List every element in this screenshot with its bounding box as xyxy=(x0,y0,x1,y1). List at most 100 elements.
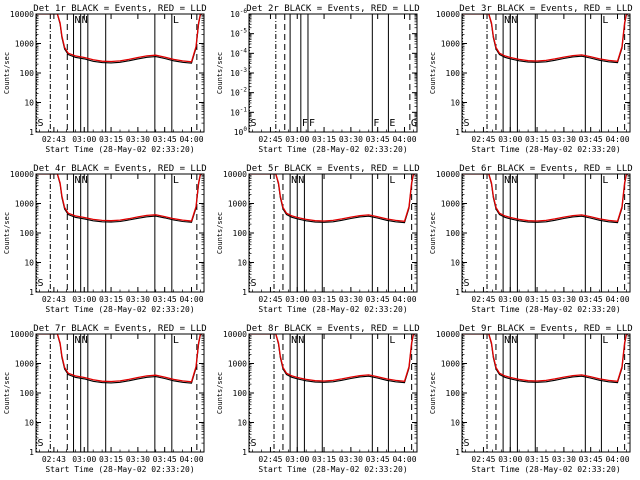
event-marker-top-label: N xyxy=(298,335,304,346)
x-tick-label: 03:15 xyxy=(99,455,123,464)
x-tick-label: 03:30 xyxy=(552,135,576,144)
x-tick-label: 03:00 xyxy=(72,455,96,464)
y-tick-label: 100 xyxy=(234,126,248,137)
x-tick-label: 03:45 xyxy=(153,135,177,144)
x-tick-label: 04:00 xyxy=(605,135,629,144)
y-tick-label-exponent: -1 xyxy=(240,106,248,113)
event-marker-top-label: L xyxy=(173,15,179,26)
chart-title: Det 1r BLACK = Events, RED = LLD xyxy=(33,4,206,14)
event-marker-top-label: N xyxy=(75,175,81,186)
y-tick-label: 10 xyxy=(237,419,247,428)
event-marker-top-label: N xyxy=(511,15,517,26)
y-tick-label: 100 xyxy=(446,229,461,238)
y-tick-label: 10000 xyxy=(223,170,247,179)
y-tick-label: 1000 xyxy=(228,200,247,209)
y-tick-label: 10 xyxy=(450,99,460,108)
series-line-lld xyxy=(462,14,630,63)
event-marker-label: S xyxy=(464,278,470,289)
y-tick-label: 10 xyxy=(450,419,460,428)
event-marker-top-label: N xyxy=(82,175,88,186)
y-tick-label: 10000 xyxy=(10,10,34,19)
y-tick-label-exponent: -3 xyxy=(240,67,248,74)
y-axis-label: Counts/sec xyxy=(429,52,437,94)
y-tick-label: 10 xyxy=(450,259,460,268)
chart-title: Det 8r BLACK = Events, RED = LLD xyxy=(246,324,419,334)
x-tick-label: 02:45 xyxy=(471,455,495,464)
event-marker-top-label: N xyxy=(504,175,510,186)
event-marker-top-label: L xyxy=(602,335,608,346)
y-tick-label: 1 xyxy=(455,448,460,457)
event-marker-top-label: L xyxy=(173,175,179,186)
x-tick-label: 02:45 xyxy=(258,455,282,464)
y-tick-label: 10000 xyxy=(223,330,247,339)
x-tick-label: 03:15 xyxy=(312,135,336,144)
y-tick-label-base: 10 xyxy=(230,10,240,19)
y-tick-label: 100 xyxy=(233,389,248,398)
event-marker-top-label: N xyxy=(82,15,88,26)
y-tick-label: 1000 xyxy=(15,200,34,209)
event-marker-label: F xyxy=(302,118,308,129)
x-tick-label: 03:15 xyxy=(99,295,123,304)
x-tick-label: 03:15 xyxy=(525,295,549,304)
y-tick-label-exponent: -5 xyxy=(240,28,248,35)
x-tick-label: 02:43 xyxy=(42,455,66,464)
y-tick-label: 10 xyxy=(24,99,34,108)
event-marker-label: F xyxy=(309,118,315,129)
chart-title: Det 6r BLACK = Events, RED = LLD xyxy=(459,164,632,174)
x-tick-label: 03:15 xyxy=(312,295,336,304)
y-axis-label: Counts/sec xyxy=(216,52,224,94)
x-tick-label: 03:00 xyxy=(498,295,522,304)
event-marker-top-label: N xyxy=(291,335,297,346)
event-marker-top-label: L xyxy=(389,175,395,186)
x-tick-label: 03:45 xyxy=(579,135,603,144)
event-marker-label: S xyxy=(251,278,257,289)
y-tick-label: 100 xyxy=(20,229,35,238)
chart-title: Det 2r BLACK = Events, RED = LLD xyxy=(246,4,419,14)
event-marker-top-label: N xyxy=(504,335,510,346)
series-line-lld xyxy=(36,334,204,383)
y-tick-label-base: 10 xyxy=(230,49,240,58)
y-tick-label: 100 xyxy=(446,389,461,398)
y-tick-label: 1000 xyxy=(15,360,34,369)
x-tick-label: 03:30 xyxy=(552,455,576,464)
y-tick-label-exponent: -2 xyxy=(240,87,248,94)
y-axis-label: Counts/sec xyxy=(3,52,11,94)
plot-frame xyxy=(248,13,418,133)
x-tick-label: 03:00 xyxy=(285,455,309,464)
x-axis-label: Start Time (28-May-02 02:33:20) xyxy=(471,145,620,154)
series-line-lld xyxy=(462,334,630,383)
series-line-lld xyxy=(249,334,417,383)
event-marker-label: S xyxy=(38,278,44,289)
y-tick-label-base: 10 xyxy=(230,30,240,39)
x-tick-label: 02:43 xyxy=(42,135,66,144)
y-axis-label: Counts/sec xyxy=(3,212,11,254)
y-tick-label: 10000 xyxy=(436,10,460,19)
y-tick-label: 1000 xyxy=(441,360,460,369)
x-axis-label: Start Time (28-May-02 02:33:20) xyxy=(45,305,194,314)
x-tick-label: 04:00 xyxy=(392,455,416,464)
x-tick-label: 03:30 xyxy=(339,135,363,144)
y-tick-label: 10-1 xyxy=(230,106,247,117)
y-tick-label: 100 xyxy=(20,389,35,398)
y-tick-label: 1 xyxy=(29,128,34,137)
y-tick-label: 1 xyxy=(242,288,247,297)
y-tick-label: 10 xyxy=(24,419,34,428)
y-tick-label: 1 xyxy=(455,288,460,297)
y-tick-label: 1 xyxy=(242,448,247,457)
x-tick-label: 03:45 xyxy=(579,455,603,464)
x-tick-label: 02:45 xyxy=(471,295,495,304)
x-tick-label: 03:15 xyxy=(312,455,336,464)
event-marker-top-label: N xyxy=(82,335,88,346)
event-marker-top-label: L xyxy=(389,335,395,346)
x-tick-label: 03:30 xyxy=(552,295,576,304)
event-marker-label: S xyxy=(38,118,44,129)
chart-title: Det 9r BLACK = Events, RED = LLD xyxy=(459,324,632,334)
y-tick-label: 100 xyxy=(233,229,248,238)
y-axis-label: Counts/sec xyxy=(216,372,224,414)
